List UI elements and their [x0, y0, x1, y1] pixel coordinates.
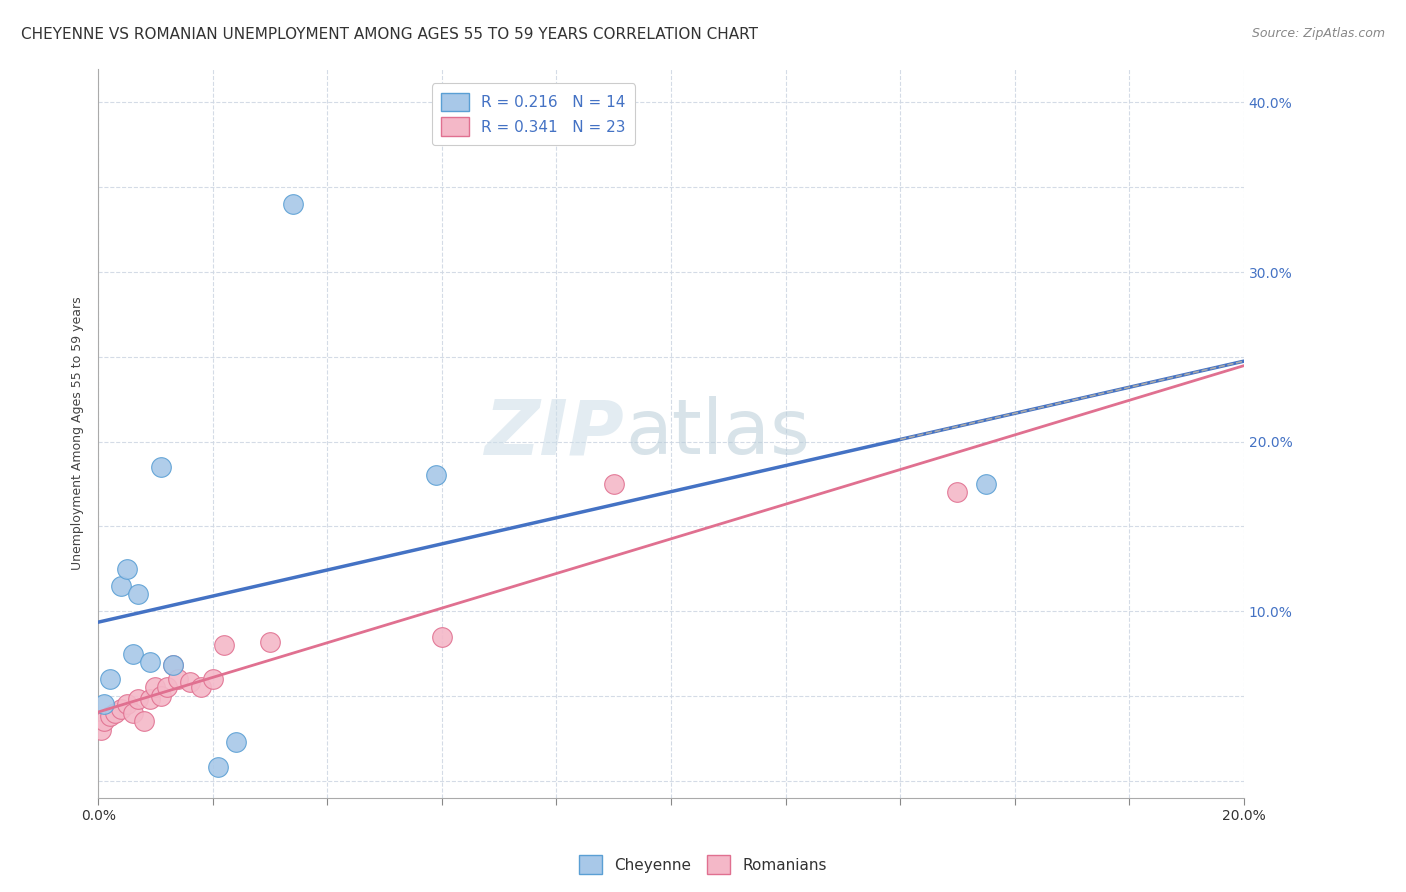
Point	[127, 692, 149, 706]
Point	[259, 634, 281, 648]
Point	[430, 630, 453, 644]
Point	[207, 760, 229, 774]
Point	[946, 485, 969, 500]
Point	[110, 579, 132, 593]
Text: atlas: atlas	[626, 396, 810, 470]
Point	[110, 702, 132, 716]
Point	[602, 477, 624, 491]
Point	[90, 723, 112, 737]
Point	[145, 681, 167, 695]
Point	[201, 672, 224, 686]
Point	[121, 706, 143, 720]
Point	[179, 675, 201, 690]
Point	[150, 689, 173, 703]
Point	[93, 698, 115, 712]
Point	[167, 672, 190, 686]
Point	[138, 692, 160, 706]
Point	[156, 681, 179, 695]
Legend: R = 0.216   N = 14, R = 0.341   N = 23: R = 0.216 N = 14, R = 0.341 N = 23	[432, 84, 634, 145]
Point	[162, 658, 184, 673]
Point	[138, 655, 160, 669]
Point	[425, 468, 447, 483]
Legend: Cheyenne, Romanians: Cheyenne, Romanians	[574, 849, 832, 880]
Text: CHEYENNE VS ROMANIAN UNEMPLOYMENT AMONG AGES 55 TO 59 YEARS CORRELATION CHART: CHEYENNE VS ROMANIAN UNEMPLOYMENT AMONG …	[21, 27, 758, 42]
Point	[132, 714, 155, 729]
Point	[127, 587, 149, 601]
Point	[150, 460, 173, 475]
Point	[974, 477, 997, 491]
Text: Source: ZipAtlas.com: Source: ZipAtlas.com	[1251, 27, 1385, 40]
Point	[225, 735, 247, 749]
Point	[104, 706, 127, 720]
Y-axis label: Unemployment Among Ages 55 to 59 years: Unemployment Among Ages 55 to 59 years	[72, 296, 84, 570]
Point	[115, 698, 138, 712]
Point	[162, 658, 184, 673]
Point	[98, 672, 121, 686]
Point	[212, 638, 235, 652]
Point	[190, 681, 212, 695]
Text: ZIP: ZIP	[485, 396, 626, 470]
Point	[121, 647, 143, 661]
Point	[98, 709, 121, 723]
Point	[115, 562, 138, 576]
Point	[93, 714, 115, 729]
Point	[281, 197, 304, 211]
